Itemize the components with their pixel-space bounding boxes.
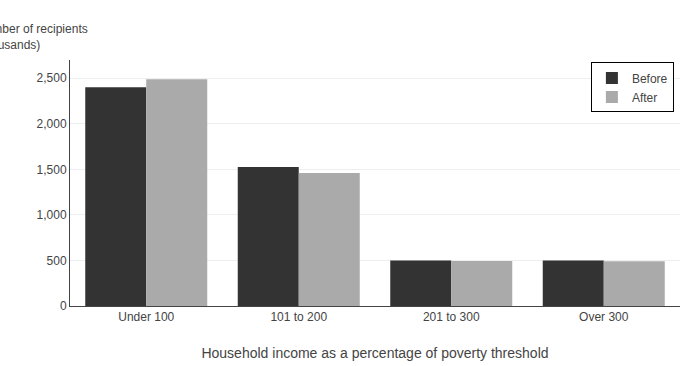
svg-text:Number of recipients(thousands: Number of recipients(thousands) — [0, 22, 88, 52]
svg-text:1,000: 1,000 — [37, 208, 67, 222]
svg-text:Before: Before — [632, 72, 668, 86]
svg-text:101 to 200: 101 to 200 — [270, 310, 327, 324]
svg-text:500: 500 — [47, 254, 67, 268]
svg-text:1,500: 1,500 — [37, 163, 67, 177]
svg-text:0: 0 — [60, 299, 67, 313]
svg-text:Under 100: Under 100 — [118, 310, 174, 324]
svg-text:2,500: 2,500 — [37, 71, 67, 85]
svg-text:Over 300: Over 300 — [579, 310, 629, 324]
svg-text:2,000: 2,000 — [37, 117, 67, 131]
svg-text:201 to 300: 201 to 300 — [423, 310, 480, 324]
svg-text:After: After — [632, 91, 657, 105]
svg-text:Household income as a percenta: Household income as a percentage of pove… — [201, 345, 548, 361]
